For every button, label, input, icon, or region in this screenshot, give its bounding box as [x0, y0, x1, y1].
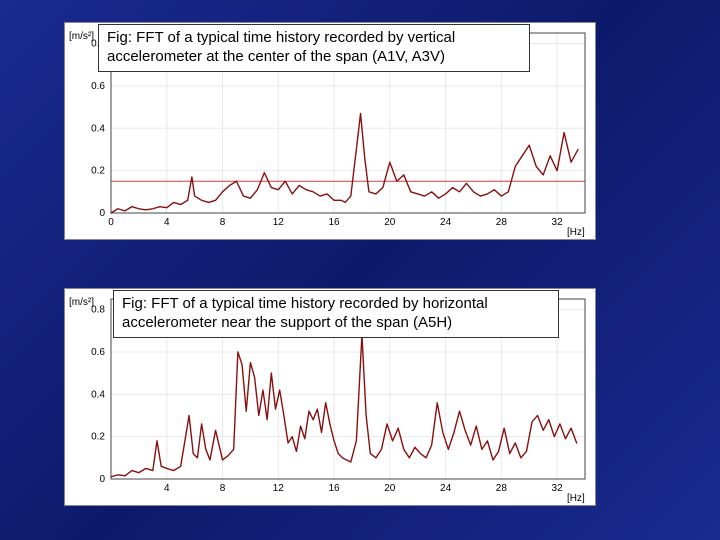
x-tick-label: 0	[108, 217, 114, 228]
y-tick-label: 0.4	[91, 389, 105, 400]
x-axis-label: [Hz]	[567, 227, 585, 238]
y-axis-label: [m/s²]	[69, 31, 94, 42]
x-tick-label: 16	[328, 217, 340, 228]
y-tick-label: 0	[99, 474, 105, 485]
x-tick-label: 12	[273, 483, 285, 494]
chart1-caption: Fig: FFT of a typical time history recor…	[98, 24, 530, 72]
x-tick-label: 12	[273, 217, 285, 228]
x-tick-label: 32	[552, 483, 564, 494]
y-tick-label: 0.6	[91, 347, 105, 358]
x-tick-label: 28	[496, 217, 508, 228]
chart1-caption-line1: Fig: FFT of a typical time history recor…	[107, 29, 521, 48]
chart1-caption-line2: accelerometer at the center of the span …	[107, 48, 521, 67]
y-tick-label: 0.6	[91, 81, 105, 92]
y-axis-label: [m/s²]	[69, 297, 94, 308]
x-tick-label: 8	[220, 483, 226, 494]
x-axis-label: [Hz]	[567, 493, 585, 504]
chart2-caption: Fig: FFT of a typical time history recor…	[113, 290, 559, 338]
x-tick-label: 24	[440, 217, 452, 228]
y-tick-label: 0.2	[91, 166, 105, 177]
y-tick-label: 0.2	[91, 432, 105, 443]
x-tick-label: 28	[496, 483, 508, 494]
x-tick-label: 4	[164, 217, 170, 228]
x-tick-label: 20	[384, 483, 396, 494]
x-tick-label: 32	[552, 217, 564, 228]
fft-line	[111, 335, 577, 477]
y-tick-label: 0	[99, 208, 105, 219]
x-tick-label: 16	[328, 483, 340, 494]
x-tick-label: 8	[220, 217, 226, 228]
chart2-caption-line2: accelerometer near the support of the sp…	[122, 314, 550, 333]
x-tick-label: 20	[384, 217, 396, 228]
chart2-caption-line1: Fig: FFT of a typical time history recor…	[122, 295, 550, 314]
y-tick-label: 0.4	[91, 123, 105, 134]
x-tick-label: 24	[440, 483, 452, 494]
x-tick-label: 4	[164, 483, 170, 494]
